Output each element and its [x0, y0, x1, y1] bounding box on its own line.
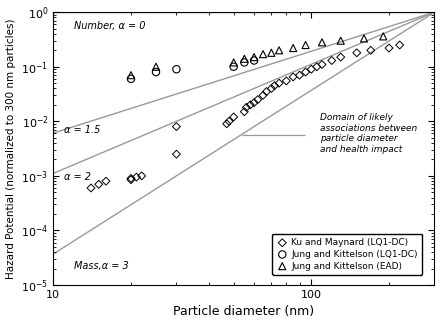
Ku and Maynard (LQ1-DC) [385, 45, 392, 51]
Jung and Kittelson (LQ1-DC) [173, 67, 180, 72]
Jung and Kittelson (EAD) [302, 42, 309, 48]
Ku and Maynard (LQ1-DC) [268, 86, 275, 91]
Ku and Maynard (LQ1-DC) [241, 109, 248, 114]
Ku and Maynard (LQ1-DC) [260, 93, 267, 98]
Ku and Maynard (LQ1-DC) [353, 50, 360, 55]
Jung and Kittelson (EAD) [268, 50, 275, 55]
Ku and Maynard (LQ1-DC) [283, 78, 290, 84]
Ku and Maynard (LQ1-DC) [337, 54, 344, 60]
Ku and Maynard (LQ1-DC) [263, 89, 270, 94]
Jung and Kittelson (EAD) [360, 36, 367, 41]
Ku and Maynard (LQ1-DC) [128, 176, 135, 181]
Ku and Maynard (LQ1-DC) [230, 114, 237, 120]
Jung and Kittelson (EAD) [380, 34, 387, 39]
Ku and Maynard (LQ1-DC) [95, 182, 102, 187]
Jung and Kittelson (EAD) [241, 56, 248, 61]
Ku and Maynard (LQ1-DC) [254, 97, 261, 102]
Ku and Maynard (LQ1-DC) [328, 58, 335, 63]
Ku and Maynard (LQ1-DC) [396, 42, 403, 48]
Ku and Maynard (LQ1-DC) [313, 64, 320, 69]
Jung and Kittelson (EAD) [290, 45, 297, 51]
Text: α = 1.5: α = 1.5 [64, 125, 100, 135]
Jung and Kittelson (EAD) [319, 40, 326, 45]
Ku and Maynard (LQ1-DC) [275, 81, 282, 86]
Text: α = 2: α = 2 [64, 172, 91, 182]
Ku and Maynard (LQ1-DC) [296, 73, 303, 78]
Y-axis label: Hazard Potential (normalized to 300 nm particles): Hazard Potential (normalized to 300 nm p… [6, 18, 15, 279]
Jung and Kittelson (EAD) [153, 64, 160, 69]
Jung and Kittelson (EAD) [128, 73, 135, 78]
Ku and Maynard (LQ1-DC) [243, 105, 250, 110]
Jung and Kittelson (LQ1-DC) [230, 64, 237, 69]
Ku and Maynard (LQ1-DC) [271, 83, 278, 88]
Ku and Maynard (LQ1-DC) [103, 179, 110, 184]
Ku and Maynard (LQ1-DC) [302, 69, 309, 75]
Jung and Kittelson (LQ1-DC) [241, 60, 248, 65]
Ku and Maynard (LQ1-DC) [226, 119, 233, 124]
Jung and Kittelson (EAD) [337, 38, 344, 43]
Ku and Maynard (LQ1-DC) [173, 124, 180, 129]
Text: Domain of likely
associations between
particle diameter
and health impact: Domain of likely associations between pa… [320, 113, 417, 154]
X-axis label: Particle diameter (nm): Particle diameter (nm) [173, 306, 315, 318]
Ku and Maynard (LQ1-DC) [247, 102, 254, 108]
Jung and Kittelson (LQ1-DC) [153, 69, 160, 75]
Ku and Maynard (LQ1-DC) [308, 67, 315, 72]
Ku and Maynard (LQ1-DC) [319, 62, 326, 67]
Ku and Maynard (LQ1-DC) [138, 173, 145, 179]
Ku and Maynard (LQ1-DC) [88, 185, 95, 191]
Jung and Kittelson (EAD) [275, 48, 282, 53]
Jung and Kittelson (EAD) [250, 54, 257, 60]
Legend: Ku and Maynard (LQ1-DC), Jung and Kittelson (LQ1-DC), Jung and Kittelson (EAD): Ku and Maynard (LQ1-DC), Jung and Kittel… [272, 234, 422, 275]
Ku and Maynard (LQ1-DC) [250, 100, 257, 105]
Jung and Kittelson (LQ1-DC) [128, 76, 135, 81]
Jung and Kittelson (EAD) [260, 52, 267, 57]
Jung and Kittelson (LQ1-DC) [250, 58, 257, 63]
Ku and Maynard (LQ1-DC) [290, 74, 297, 79]
Ku and Maynard (LQ1-DC) [133, 175, 140, 180]
Jung and Kittelson (EAD) [230, 60, 237, 65]
Ku and Maynard (LQ1-DC) [173, 152, 180, 157]
Ku and Maynard (LQ1-DC) [128, 177, 135, 182]
Text: Number, α = 0: Number, α = 0 [74, 21, 145, 31]
Ku and Maynard (LQ1-DC) [367, 48, 374, 53]
Ku and Maynard (LQ1-DC) [223, 121, 230, 126]
Text: Mass,α = 3: Mass,α = 3 [74, 261, 128, 271]
